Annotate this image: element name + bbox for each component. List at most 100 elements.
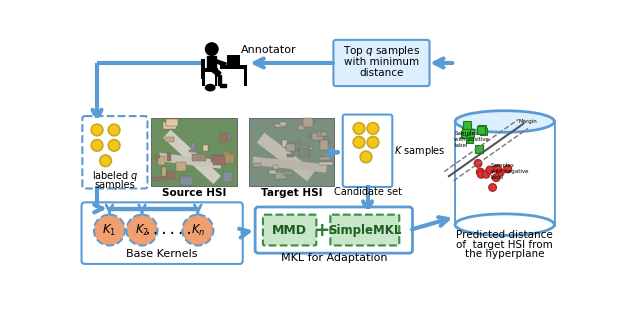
Bar — [189, 150, 196, 152]
Bar — [284, 171, 293, 175]
Bar — [479, 128, 488, 136]
Bar — [319, 162, 333, 165]
FancyArrow shape — [216, 60, 226, 66]
Bar — [220, 65, 248, 69]
Bar — [319, 157, 330, 160]
FancyArrow shape — [207, 56, 216, 68]
Text: $K_n$: $K_n$ — [191, 223, 205, 238]
Ellipse shape — [205, 84, 216, 91]
Circle shape — [489, 184, 497, 191]
Text: distance: distance — [359, 68, 404, 78]
Circle shape — [477, 171, 485, 178]
Bar — [321, 141, 328, 150]
Text: Target HSI: Target HSI — [261, 188, 323, 198]
FancyArrow shape — [218, 74, 221, 85]
Text: Candidate set: Candidate set — [333, 187, 401, 197]
Circle shape — [108, 124, 120, 136]
Text: ......: ...... — [144, 223, 195, 237]
Bar — [275, 172, 286, 179]
Bar — [217, 156, 223, 159]
Bar — [320, 132, 327, 136]
Bar — [269, 171, 276, 174]
FancyBboxPatch shape — [333, 40, 429, 86]
Text: SimpleMKL: SimpleMKL — [328, 223, 401, 237]
Bar — [308, 147, 312, 150]
Bar — [467, 129, 474, 136]
Bar — [462, 127, 470, 135]
Bar — [211, 155, 225, 162]
Bar — [223, 154, 234, 163]
Circle shape — [127, 215, 157, 245]
Circle shape — [353, 123, 365, 134]
Bar — [253, 163, 261, 167]
Circle shape — [492, 174, 500, 182]
Bar — [282, 140, 287, 147]
Circle shape — [353, 136, 365, 148]
Circle shape — [474, 160, 482, 167]
Ellipse shape — [455, 214, 554, 235]
Text: Margin: Margin — [518, 119, 538, 124]
Circle shape — [504, 165, 511, 173]
FancyArrow shape — [220, 84, 226, 87]
Circle shape — [360, 151, 372, 163]
Bar — [466, 136, 474, 143]
Circle shape — [497, 168, 504, 176]
FancyBboxPatch shape — [81, 202, 243, 264]
Bar — [463, 121, 471, 129]
Text: MMD: MMD — [272, 223, 307, 237]
Circle shape — [100, 155, 111, 167]
Circle shape — [493, 165, 501, 172]
Bar — [220, 133, 228, 141]
Bar — [249, 118, 334, 186]
Text: $K_1$: $K_1$ — [102, 223, 116, 238]
Bar — [153, 177, 165, 181]
Bar — [317, 131, 321, 137]
Text: $K$ samples: $K$ samples — [394, 144, 445, 158]
Text: samples: samples — [95, 180, 135, 190]
Circle shape — [108, 140, 120, 151]
Bar — [192, 154, 206, 161]
FancyArrow shape — [109, 207, 198, 210]
Bar — [273, 165, 278, 169]
Bar — [167, 152, 170, 161]
Bar — [176, 162, 186, 172]
Circle shape — [367, 123, 379, 134]
Bar — [312, 120, 315, 123]
FancyBboxPatch shape — [343, 115, 392, 187]
Bar — [232, 65, 235, 68]
FancyBboxPatch shape — [330, 215, 399, 245]
Bar — [478, 125, 486, 133]
Text: MKL for Adaptation: MKL for Adaptation — [280, 253, 387, 263]
Text: of  target HSI from: of target HSI from — [456, 240, 553, 250]
Bar — [287, 144, 294, 151]
Bar — [320, 140, 331, 143]
Bar — [151, 118, 237, 186]
Bar — [166, 172, 175, 179]
Text: Source HSI: Source HSI — [162, 188, 226, 198]
Bar — [166, 119, 179, 126]
Bar — [155, 155, 160, 158]
Circle shape — [205, 42, 219, 56]
FancyBboxPatch shape — [263, 215, 316, 245]
Bar — [291, 142, 301, 151]
Bar — [299, 148, 309, 157]
Bar — [303, 119, 313, 127]
Bar — [158, 156, 165, 166]
Text: Base Kernels: Base Kernels — [127, 249, 198, 259]
FancyArrow shape — [211, 67, 221, 76]
Bar — [308, 134, 315, 137]
Bar — [180, 176, 191, 182]
Bar — [298, 125, 305, 130]
Bar — [204, 145, 208, 151]
Circle shape — [182, 215, 213, 245]
Bar — [180, 177, 193, 185]
Circle shape — [486, 166, 493, 174]
Bar — [300, 146, 309, 155]
Text: +: + — [314, 221, 331, 239]
Bar — [287, 154, 294, 157]
Bar — [476, 145, 483, 153]
Bar — [201, 59, 205, 79]
Bar — [220, 134, 230, 139]
Bar — [166, 121, 173, 126]
Text: the hyperplane: the hyperplane — [465, 249, 545, 259]
